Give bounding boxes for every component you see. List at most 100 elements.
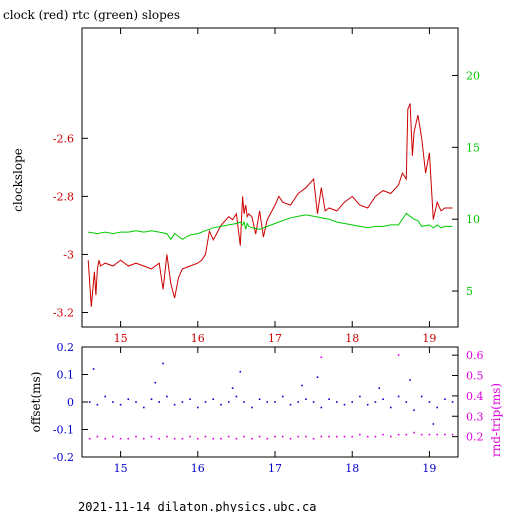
y-left-tick-label: -2.8 — [53, 190, 74, 203]
offset-point — [366, 403, 369, 406]
offset-point — [432, 423, 435, 425]
offset-point — [343, 403, 346, 406]
offset-point — [274, 401, 276, 403]
rndtrip-point — [220, 437, 222, 440]
x-tick-label: 17 — [268, 462, 282, 475]
y-left-tick-label: 0.2 — [57, 341, 75, 354]
rndtrip-point — [328, 435, 330, 438]
top-panel: 15 16 17 18 19 -3.2 -3 -2.8 -2.6 5 10 15 20 clocks… — [11, 27, 480, 345]
offset-point — [281, 395, 284, 398]
offset-point — [104, 395, 106, 398]
offset-point — [436, 406, 438, 409]
bottom-panel: 15 16 17 18 19 -0.2-0.100.10.2 0.20.30.40.50… — [29, 341, 503, 475]
rndtrip-point — [343, 435, 346, 438]
offset-point — [119, 403, 122, 406]
offset-point — [158, 401, 160, 403]
rndtrip-point — [119, 437, 122, 440]
rndtrip-point — [96, 435, 99, 438]
offset-point — [127, 398, 130, 400]
top-y-label: clockslope — [11, 148, 25, 212]
rndtrip-point — [405, 433, 408, 436]
offset-point — [239, 370, 242, 373]
offset-point — [336, 401, 338, 403]
y-left-tick-label: -3.2 — [53, 306, 74, 319]
rndtrip-point — [366, 435, 369, 438]
y-right-tick-label: 0.4 — [466, 390, 484, 403]
offset-point — [197, 406, 199, 409]
rndtrip-point — [127, 437, 130, 440]
rndtrip-point — [181, 437, 184, 440]
y-left-tick-label: -3 — [63, 248, 74, 261]
offset-point — [397, 395, 400, 398]
rndtrip-point — [158, 437, 160, 440]
y-right-tick-label: 0.2 — [466, 431, 484, 444]
footer-text: 2021-11-14 dilaton.physics.ubc.ca — [78, 500, 316, 512]
rndtrip-point — [351, 435, 353, 438]
rndtrip-point — [281, 435, 284, 438]
rndtrip-point — [173, 437, 176, 440]
bottom-left-y-axis: -0.2 -0.1 0 0.1 0.2 — [53, 341, 88, 464]
y-left-tick-label: -0.1 — [53, 424, 74, 437]
rndtrip-point — [143, 437, 145, 440]
y-right-tick-label: 0.3 — [466, 410, 484, 423]
offset-point — [374, 401, 377, 403]
bottom-y-label-left: offset(ms) — [29, 372, 43, 433]
rndtrip-point — [320, 356, 323, 358]
offset-point — [162, 362, 164, 365]
offset-point — [143, 406, 145, 409]
rndtrip-point — [374, 435, 377, 438]
offset-point — [405, 401, 408, 403]
offset-point — [92, 368, 95, 370]
offset-point — [166, 395, 168, 398]
rndtrip-point — [320, 435, 323, 438]
bottom-right-y-axis: 0.2 0.3 0.4 0.5 0.6 — [452, 349, 484, 444]
x-tick-label: 19 — [422, 332, 436, 345]
offset-point — [181, 401, 184, 403]
rndtrip-point — [420, 433, 423, 436]
offset-point — [173, 403, 176, 406]
offset-point — [312, 401, 315, 403]
offset-point — [316, 376, 319, 378]
offset-point — [112, 401, 114, 403]
bottom-panel-frame — [81, 346, 459, 458]
offset-point — [243, 401, 245, 403]
rndtrip-point — [451, 433, 454, 436]
top-left-y-axis: -3.2 -3 -2.8 -2.6 — [53, 132, 88, 319]
offset-point — [428, 401, 431, 403]
rtc-slope-line — [88, 212, 453, 241]
top-right-y-axis: 5 10 15 20 — [452, 69, 480, 298]
offset-point — [378, 387, 380, 389]
bottom-y-label-right: rnd-trip(ms) — [489, 383, 503, 457]
offset-point — [212, 398, 215, 400]
offset-point — [96, 403, 99, 406]
offset-point — [451, 401, 454, 403]
rndtrip-point — [297, 435, 299, 438]
x-tick-label: 15 — [114, 462, 128, 475]
rndtrip-point — [266, 437, 269, 440]
chart-title: clock (red) rtc (green) slopes — [3, 8, 180, 22]
top-x-axis: 15 16 17 18 19 — [114, 28, 436, 345]
offset-point — [204, 401, 207, 403]
rndtrip-point — [359, 433, 361, 436]
rndtrip-point — [189, 435, 191, 438]
rndtrip-point — [212, 437, 215, 440]
offset-point — [258, 398, 261, 400]
offset-point — [390, 406, 392, 409]
offset-point — [231, 387, 234, 389]
offset-point — [220, 403, 222, 406]
offset-point — [444, 398, 446, 400]
offset-point — [266, 401, 269, 403]
rndtrip-point — [104, 437, 106, 440]
x-tick-label: 18 — [345, 462, 359, 475]
offset-point — [409, 379, 411, 381]
offset-point — [289, 403, 292, 406]
rndtrip-point — [235, 437, 238, 440]
rndtrip-point — [274, 435, 276, 438]
clock-slope-line — [87, 103, 453, 307]
y-left-tick-label: 0 — [67, 396, 74, 409]
x-tick-label: 19 — [422, 462, 436, 475]
offset-point — [320, 406, 323, 409]
offset-point — [154, 381, 157, 384]
rndtrip-point — [197, 437, 199, 440]
